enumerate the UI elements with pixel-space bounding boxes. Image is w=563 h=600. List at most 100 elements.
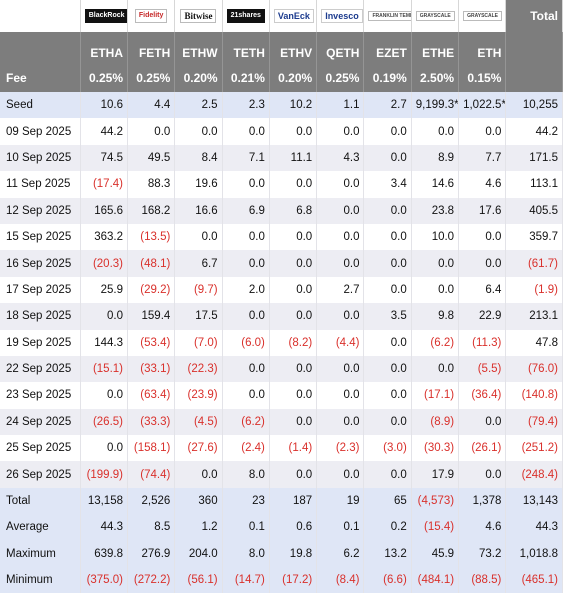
flow-cell: 13,158 xyxy=(80,487,129,515)
row-label: Maximum xyxy=(0,540,81,568)
flow-cell: 44.2 xyxy=(80,118,129,145)
issuer-logo-cell: GRAYSCALE xyxy=(411,0,460,32)
flow-cell: 0.0 xyxy=(363,144,412,172)
flow-cell: (23.9) xyxy=(174,382,223,409)
flow-cell: 10.2 xyxy=(269,92,318,119)
flow-cell: (6.6) xyxy=(363,567,412,594)
flow-cell: 23.8 xyxy=(411,197,460,224)
row-total-cell: (140.8) xyxy=(505,382,563,409)
flow-cell: 6.9 xyxy=(222,197,270,224)
flow-cell: (29.2) xyxy=(127,276,176,304)
flow-cell: 6.2 xyxy=(316,540,365,568)
table-row: 11 Sep 2025 (17.4) 88.3 19.6 0.0 0.0 0.0 3.4 14.… xyxy=(0,171,563,198)
flow-cell: 0.0 xyxy=(363,223,412,251)
flow-cell: 22.9 xyxy=(458,303,507,330)
flow-cell: 168.2 xyxy=(127,197,176,224)
row-label: Average xyxy=(0,514,81,541)
flow-cell: 2.7 xyxy=(363,92,412,119)
flow-cell: (17.4) xyxy=(80,171,129,198)
row-total-cell: (1.9) xyxy=(505,276,563,304)
flow-cell: (33.1) xyxy=(127,355,176,383)
ticker-header: QETH xyxy=(316,32,365,64)
table-row: 17 Sep 2025 25.9 (29.2) (9.7) 2.0 0.0 2.7 0.0 0.… xyxy=(0,276,563,304)
flow-cell: 4.3 xyxy=(316,144,365,172)
flow-cell: 8.5 xyxy=(127,514,176,541)
issuer-logo-cell: Invesco xyxy=(316,0,365,32)
flow-cell: 0.0 xyxy=(316,197,365,224)
row-total-cell: 213.1 xyxy=(505,303,563,330)
flow-cell: 0.0 xyxy=(363,197,412,224)
flow-cell: 0.0 xyxy=(458,223,507,251)
row-label: 25 Sep 2025 xyxy=(0,435,81,462)
flow-cell: 19.6 xyxy=(174,171,223,198)
flow-cell: (484.1) xyxy=(411,567,460,594)
flow-cell: (36.4) xyxy=(458,382,507,409)
fidelity-logo: Fidelity xyxy=(134,9,168,23)
flow-cell: 44.3 xyxy=(80,514,129,541)
table-row: 09 Sep 2025 44.2 0.0 0.0 0.0 0.0 0.0 0.0 0.0 0.0 4… xyxy=(0,118,563,145)
grayscale-logo: GRAYSCALE xyxy=(415,10,455,21)
table-row: 25 Sep 2025 0.0 (158.1) (27.6) (2.4) (1.4) (2.… xyxy=(0,435,563,462)
flow-cell: (9.7) xyxy=(174,276,223,304)
ticker-row-label xyxy=(0,32,81,64)
fee-value: 0.20% xyxy=(269,64,318,92)
flow-cell: 19 xyxy=(316,487,365,515)
ticker-header: ETH xyxy=(458,32,507,64)
flow-cell: (20.3) xyxy=(80,250,129,277)
seed-row: Seed 10.6 4.4 2.5 2.3 10.2 1.1 2.7 9,199.3* 1,022… xyxy=(0,92,563,119)
flow-cell: (88.5) xyxy=(458,567,507,594)
flow-cell: 6.7 xyxy=(174,250,223,277)
flow-cell: 0.0 xyxy=(80,303,129,330)
row-label: 12 Sep 2025 xyxy=(0,197,81,224)
flow-cell: (4.5) xyxy=(174,408,223,436)
flow-cell: 8.4 xyxy=(174,144,223,172)
row-total-cell: 44.2 xyxy=(505,118,563,145)
summary-row: Maximum 639.8 276.9 204.0 8.0 19.8 6.2 13.2 45.9… xyxy=(0,540,563,568)
flow-cell: 73.2 xyxy=(458,540,507,568)
flow-cell: 0.0 xyxy=(458,250,507,277)
row-total-cell: (465.1) xyxy=(505,567,563,594)
flow-cell: (272.2) xyxy=(127,567,176,594)
row-total-cell: 13,143 xyxy=(505,487,563,515)
flow-cell: 49.5 xyxy=(127,144,176,172)
flow-cell: (74.4) xyxy=(127,461,176,488)
flow-cell: 0.0 xyxy=(363,276,412,304)
flow-cell: 0.0 xyxy=(316,355,365,383)
flow-cell: 19.8 xyxy=(269,540,318,568)
row-label: 26 Sep 2025 xyxy=(0,461,81,488)
flow-cell: 0.0 xyxy=(269,276,318,304)
summary-row: Average 44.3 8.5 1.2 0.1 0.6 0.1 0.2 (15.4) 4.6 44… xyxy=(0,514,563,541)
flow-cell: (2.4) xyxy=(222,435,270,462)
flow-cell: 0.0 xyxy=(316,461,365,488)
flow-cell: 1,378 xyxy=(458,487,507,515)
flow-cell: 17.9 xyxy=(411,461,460,488)
summary-row: Minimum (375.0) (272.2) (56.1) (14.7) (17.2)(… xyxy=(0,567,563,594)
corner-cell xyxy=(0,0,81,32)
row-label: 17 Sep 2025 xyxy=(0,276,81,304)
flow-cell: 88.3 xyxy=(127,171,176,198)
flow-cell: (17.2) xyxy=(269,567,318,594)
flow-cell: 8.0 xyxy=(222,461,270,488)
fee-value: 0.20% xyxy=(174,64,223,92)
flow-cell: (17.1) xyxy=(411,382,460,409)
flow-cell: (30.3) xyxy=(411,435,460,462)
row-total-cell: 47.8 xyxy=(505,329,563,356)
row-label: Total xyxy=(0,487,81,515)
flow-cell: 276.9 xyxy=(127,540,176,568)
flow-cell: 0.0 xyxy=(174,461,223,488)
flow-cell: 7.7 xyxy=(458,144,507,172)
flow-cell: (8.4) xyxy=(316,567,365,594)
flow-cell: 360 xyxy=(174,487,223,515)
flow-cell: 4.6 xyxy=(458,171,507,198)
flow-cell: (33.3) xyxy=(127,408,176,436)
franklin-templeton-logo: FRANKLIN TEMPLETON xyxy=(368,10,411,21)
flow-cell: 10.6 xyxy=(80,92,129,119)
issuer-logo-cell: BlackRock xyxy=(80,0,129,32)
table-row: 15 Sep 2025 363.2 (13.5) 0.0 0.0 0.0 0.0 0.0 10.… xyxy=(0,223,563,251)
flow-cell: 1.1 xyxy=(316,92,365,119)
flow-cell: 159.4 xyxy=(127,303,176,330)
flow-cell: 3.4 xyxy=(363,171,412,198)
summary-row: Total 13,158 2,526 360 23 187 19 65 (4,573) 1,378… xyxy=(0,487,563,515)
flow-cell: (48.1) xyxy=(127,250,176,277)
blackrock-logo: BlackRock xyxy=(84,9,127,23)
